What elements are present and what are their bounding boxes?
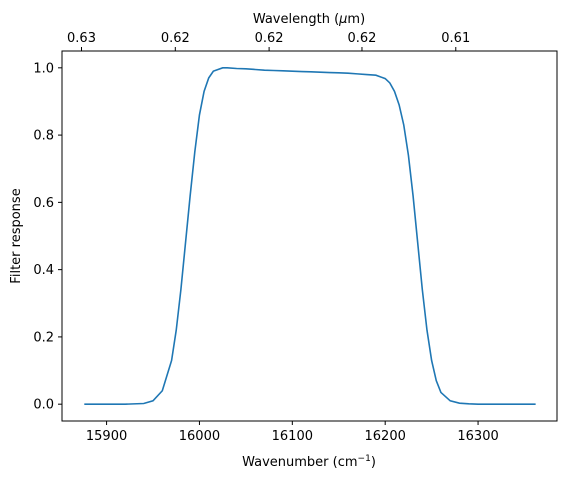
filter-response-line xyxy=(84,67,536,405)
x-axis-ticks: 15900 16000 16100 16200 16300 xyxy=(86,421,499,444)
x-axis-label: Wavenumber (cm−1) xyxy=(242,454,376,470)
x-tick-label: 15900 xyxy=(86,429,127,444)
top-tick-label: 0.62 xyxy=(255,31,284,46)
y-tick-label: 1.0 xyxy=(33,61,54,76)
top-tick-label: 0.62 xyxy=(161,31,190,46)
y-axis-label: Filter response xyxy=(9,188,24,283)
top-tick-label: 0.63 xyxy=(67,31,96,46)
y-tick-label: 0.8 xyxy=(33,129,54,144)
top-axis-ticks: 0.63 0.62 0.62 0.62 0.61 xyxy=(67,31,470,51)
y-tick-label: 0.0 xyxy=(33,398,54,413)
top-axis-label-mu: μ xyxy=(338,12,347,27)
plot-frame xyxy=(61,50,558,422)
x-tick-label: 16300 xyxy=(457,429,498,444)
x-tick-label: 16000 xyxy=(179,429,220,444)
top-tick-label: 0.62 xyxy=(347,31,376,46)
y-tick-label: 0.6 xyxy=(33,196,54,211)
y-tick-label: 0.2 xyxy=(33,330,54,345)
x-axis-label-superscript: −1 xyxy=(358,454,371,464)
y-tick-label: 0.4 xyxy=(33,263,54,278)
y-axis-ticks: 0.0 0.2 0.4 0.6 0.8 1.0 xyxy=(33,61,62,413)
top-axis-label: Wavelength (μm) xyxy=(253,12,365,27)
x-tick-label: 16200 xyxy=(365,429,406,444)
top-tick-label: 0.61 xyxy=(441,31,470,46)
x-tick-label: 16100 xyxy=(272,429,313,444)
